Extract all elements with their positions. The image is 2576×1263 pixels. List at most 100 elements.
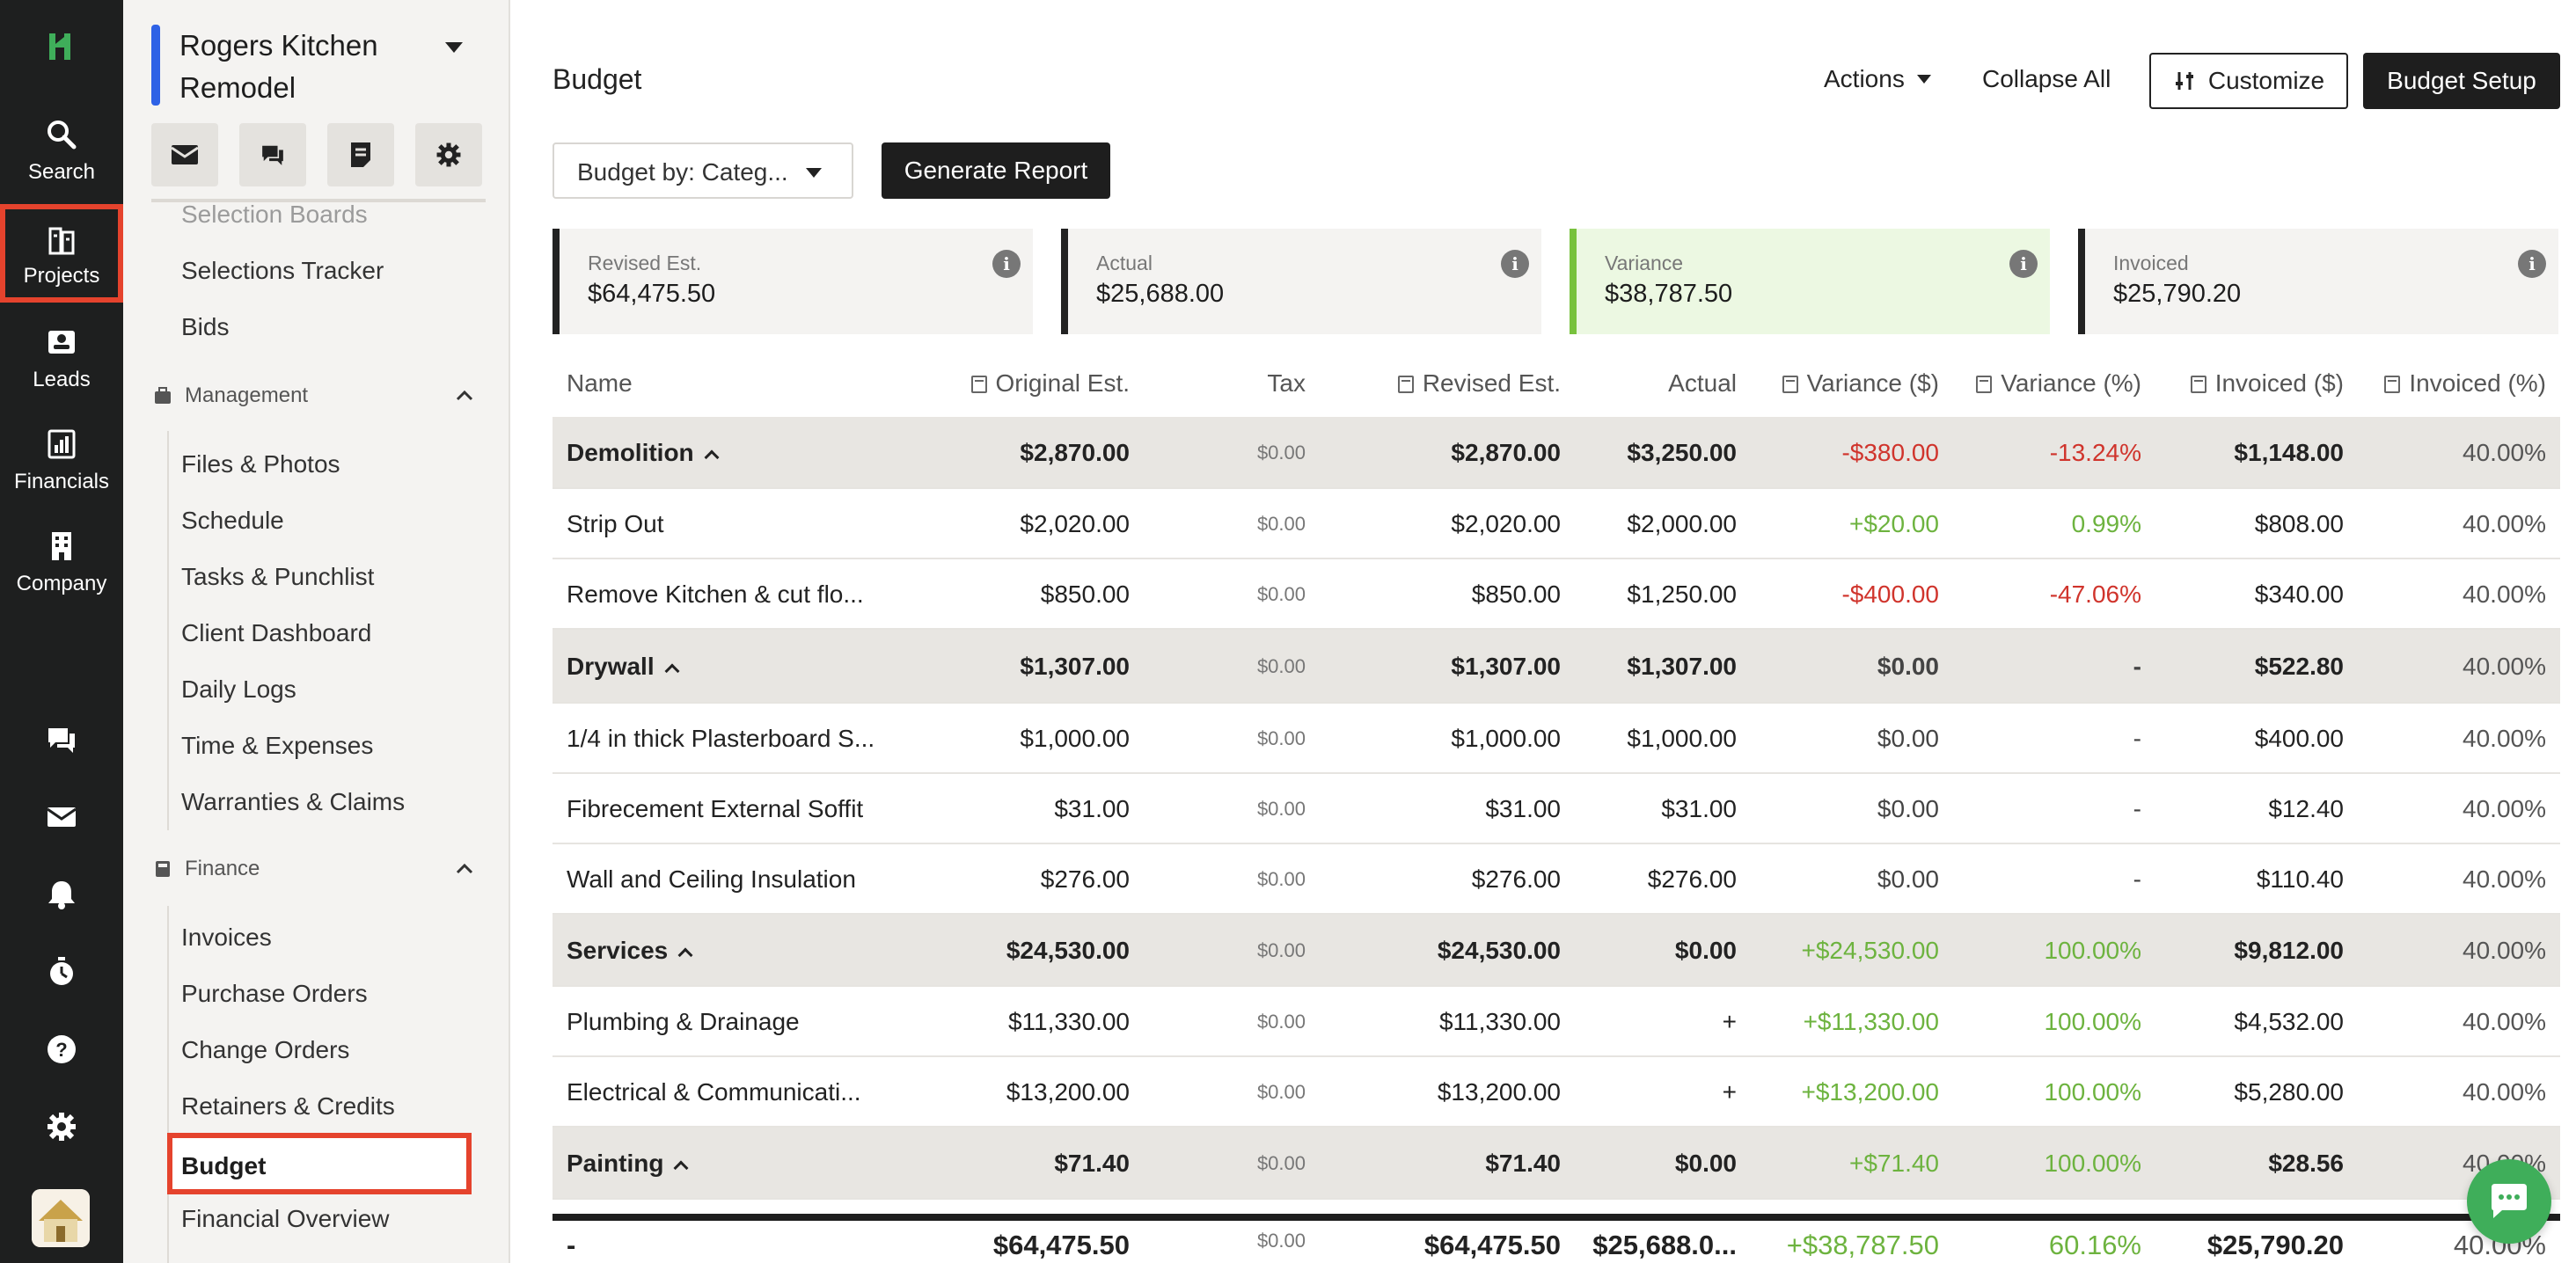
sidebar-item-files-photos[interactable]: Files & Photos (181, 450, 340, 478)
category-row[interactable]: Services $24,530.00 $0.00 $24,530.00 $0.00 +$… (553, 915, 2560, 987)
cell-value: $3,250.00 (1627, 439, 1737, 466)
info-icon[interactable]: i (992, 250, 1021, 278)
cell-value: Strip Out (567, 510, 664, 537)
user-avatar[interactable] (32, 1189, 90, 1247)
sidebar-item-time-expenses[interactable]: Time & Expenses (181, 732, 374, 759)
info-icon[interactable]: i (2009, 250, 2038, 278)
table-row[interactable]: Wall and Ceiling Insulation $276.00 $0.00 $… (553, 844, 2560, 915)
category-row[interactable]: Painting $71.40 $0.00 $71.40 $0.00 +$71.40 100… (553, 1128, 2560, 1200)
sidebar-item-selection-boards[interactable]: Selection Boards (181, 201, 368, 227)
sidebar-item-invoices[interactable]: Invoices (181, 924, 272, 951)
sidebar-item-selections-tracker[interactable]: Selections Tracker (181, 257, 384, 284)
bell-icon[interactable] (45, 878, 78, 911)
rail-item-financials[interactable]: Financials (0, 427, 123, 494)
sidebar-item-retainers-credits[interactable]: Retainers & Credits (181, 1092, 395, 1120)
cell-value: - (2133, 865, 2141, 893)
cell-value: + (1722, 1008, 1737, 1035)
rail-item-search[interactable]: Search (0, 118, 123, 185)
table-row[interactable]: Electrical & Communicati... $13,200.00 $0.… (553, 1057, 2560, 1128)
rail-item-company[interactable]: Company (0, 529, 123, 596)
cell-value: $0.00 (1256, 583, 1306, 605)
project-mail-button[interactable] (151, 123, 218, 186)
column-header[interactable]: Invoiced ($) (2190, 369, 2344, 398)
chevron-up-icon[interactable] (452, 857, 477, 881)
column-header[interactable]: Tax (1267, 369, 1306, 398)
info-icon[interactable]: i (1501, 250, 1529, 278)
cell-value: -$380.00 (1841, 439, 1939, 466)
messages-icon[interactable] (45, 723, 78, 756)
cell-invp: 40.00% (2463, 987, 2546, 1057)
timer-icon[interactable] (45, 955, 78, 989)
budget-setup-button[interactable]: Budget Setup (2363, 53, 2560, 109)
project-notes-button[interactable] (327, 123, 394, 186)
settings-icon[interactable] (45, 1110, 78, 1143)
cell-invp: 40.00% (2463, 774, 2546, 844)
sidebar-item-bids[interactable]: Bids (181, 313, 230, 340)
column-header[interactable]: Variance (%) (1976, 369, 2141, 398)
sidebar-item-schedule[interactable]: Schedule (181, 507, 284, 534)
finance-icon (156, 861, 170, 877)
project-settings-button[interactable] (415, 123, 482, 186)
sidebar-item-warranties-claims[interactable]: Warranties & Claims (181, 788, 406, 815)
project-messages-button[interactable] (239, 123, 306, 186)
sidebar-item-purchase-orders[interactable]: Purchase Orders (181, 980, 368, 1007)
category-row[interactable]: Demolition $2,870.00 $0.00 $2,870.00 $3,250.… (553, 417, 2560, 489)
collapse-all-button[interactable]: Collapse All (1982, 65, 2111, 92)
customize-button[interactable]: Customize (2149, 53, 2348, 109)
section-header-management[interactable]: Management (153, 383, 308, 408)
info-icon[interactable]: i (2518, 250, 2546, 278)
project-title[interactable]: Rogers Kitchen Remodel (179, 29, 378, 104)
sidebar-scroll-divider (151, 199, 486, 202)
column-header[interactable]: Name (567, 369, 633, 398)
table-row[interactable]: Remove Kitchen & cut flo... $850.00 $0.00 $… (553, 559, 2560, 630)
chevron-up-icon[interactable] (677, 947, 693, 963)
rail-item-leads[interactable]: Leads (0, 325, 123, 392)
column-header[interactable]: Variance ($) (1782, 369, 1939, 398)
column-header[interactable]: Invoiced (%) (2384, 369, 2546, 398)
table-row[interactable]: Plumbing & Drainage $11,330.00 $0.00 $11,33… (553, 987, 2560, 1057)
cell-value: $24,530.00 (1437, 937, 1561, 964)
chat-button[interactable] (2467, 1159, 2551, 1244)
column-header-label: Variance ($) (1806, 369, 1939, 397)
sidebar-item-change-orders[interactable]: Change Orders (181, 1036, 350, 1063)
column-header[interactable]: Revised Est. (1397, 369, 1561, 398)
table-row[interactable]: Strip Out $2,020.00 $0.00 $2,020.00 $2,000.0… (553, 489, 2560, 559)
cell-var: $0.00 (1877, 844, 1939, 915)
sidebar-item-daily-logs[interactable]: Daily Logs (181, 675, 296, 703)
chevron-up-icon[interactable] (664, 663, 680, 679)
chevron-up-icon[interactable] (452, 383, 477, 408)
actions-dropdown[interactable]: Actions (1824, 65, 1931, 93)
total-name: - (567, 1230, 576, 1260)
calculator-icon (2384, 376, 2401, 393)
project-switcher-chevron-icon[interactable] (445, 42, 463, 53)
calculator-icon (1397, 376, 1414, 393)
page-title: Budget (553, 63, 642, 95)
cell-name: 1/4 in thick Plasterboard S... (567, 704, 875, 774)
table-row[interactable]: Fibrecement External Soffit $31.00 $0.00 $3… (553, 774, 2560, 844)
budget-by-select[interactable]: Budget by: Categ... (553, 142, 853, 199)
column-header[interactable]: Original Est. (970, 369, 1130, 398)
mail-icon[interactable] (45, 800, 78, 834)
rail-item-projects[interactable]: Projects (0, 204, 123, 303)
chevron-down-icon (806, 168, 822, 178)
cell-value: $1,148.00 (2234, 439, 2344, 466)
cell-invp: 40.00% (2463, 489, 2546, 559)
cell-value: 1/4 in thick Plasterboard S... (567, 725, 875, 752)
chevron-up-icon[interactable] (673, 1160, 689, 1176)
category-row[interactable]: Drywall $1,307.00 $0.00 $1,307.00 $1,307.00 $… (553, 630, 2560, 704)
sidebar-item-client-dashboard[interactable]: Client Dashboard (181, 619, 372, 646)
cell-name: Strip Out (567, 489, 663, 559)
column-header[interactable]: Actual (1668, 369, 1737, 398)
section-header-finance[interactable]: Finance (153, 857, 260, 881)
sidebar-item-budget[interactable]: Budget (167, 1133, 472, 1194)
chevron-up-icon[interactable] (704, 449, 720, 465)
table-row[interactable]: 1/4 in thick Plasterboard S... $1,000.00 $… (553, 704, 2560, 774)
help-icon[interactable]: ? (45, 1033, 78, 1066)
cell-value: $0.00 (1256, 1081, 1306, 1103)
cell-value: 40.00% (2463, 937, 2546, 964)
cell-varp: -13.24% (2050, 417, 2141, 489)
sidebar-item-financial-overview[interactable]: Financial Overview (181, 1205, 390, 1232)
app-logo-icon[interactable] (44, 28, 79, 63)
sidebar-item-tasks-punchlist[interactable]: Tasks & Punchlist (181, 563, 375, 590)
generate-report-button[interactable]: Generate Report (882, 142, 1110, 199)
